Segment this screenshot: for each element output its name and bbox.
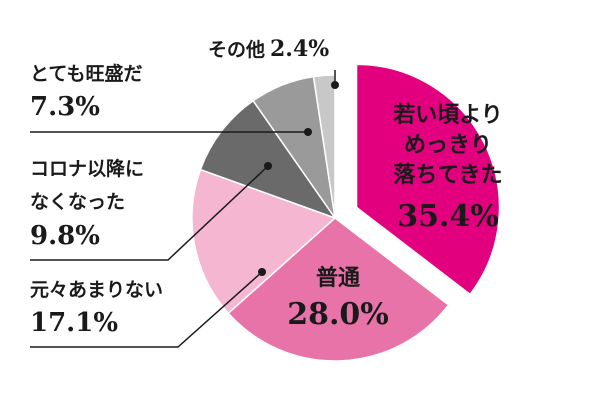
- slice-1-value: 28.0%: [287, 297, 389, 332]
- pie-slice-0: [355, 63, 501, 296]
- leader-lines: [30, 70, 339, 348]
- slice-5-label-line-0: その他: [208, 38, 265, 61]
- leader-dot-5: [331, 81, 339, 89]
- pie-slices: [191, 63, 501, 362]
- slice-3-label-line-1: なくなった: [30, 191, 125, 213]
- slice-1-label-line-0: 普通: [316, 265, 360, 291]
- slice-0-value: 35.4%: [397, 199, 499, 234]
- leader-dot-3: [264, 162, 272, 170]
- leader-line-3: [30, 165, 269, 261]
- slice-2-value: 17.1%: [30, 308, 118, 338]
- slice-5-value: 2.4%: [270, 36, 329, 62]
- slice-4-value: 7.3%: [30, 92, 100, 122]
- slice-3-value: 9.8%: [30, 221, 100, 251]
- leader-line-2: [30, 271, 263, 348]
- slice-0-label-line-2: 落ちてきた: [393, 163, 502, 188]
- slice-2-label-line-0: 元々あまりない: [30, 279, 163, 301]
- pie-slice-1: [227, 217, 450, 362]
- leader-dot-2: [258, 268, 266, 276]
- slice-4-label-line-0: とても旺盛だ: [30, 62, 142, 85]
- pie-slice-3: [199, 99, 337, 220]
- slice-0-label-line-0: 若い頃より: [393, 102, 503, 128]
- leader-dot-4: [304, 128, 312, 136]
- slice-3-label-line-0: コロナ以降に: [30, 157, 144, 180]
- slice-0-label-line-1: めっきり: [404, 133, 492, 158]
